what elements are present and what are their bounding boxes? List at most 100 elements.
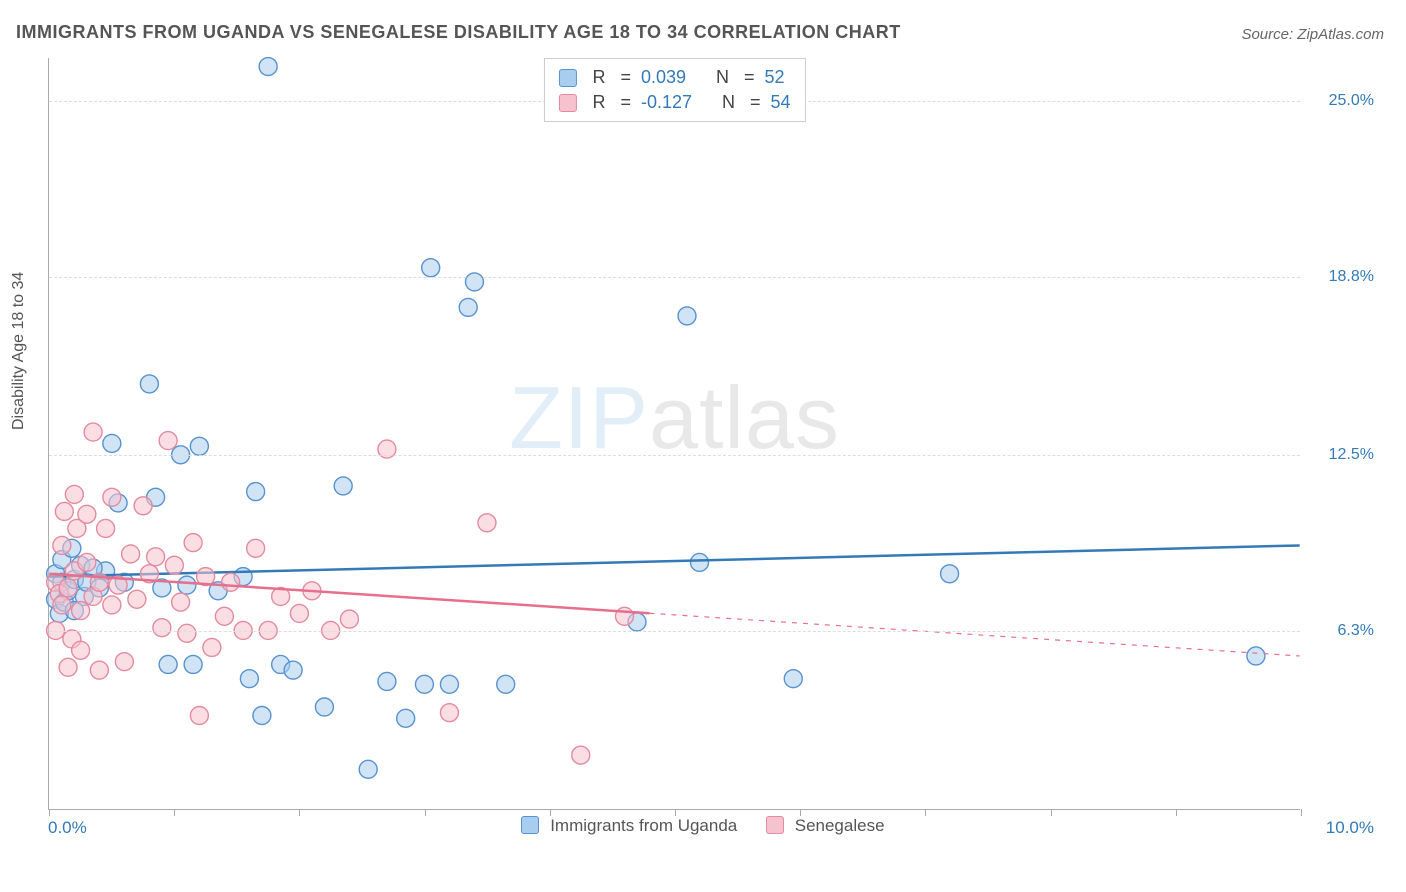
legend-item-1: Immigrants from Uganda (521, 816, 737, 836)
x-tick (1301, 809, 1302, 816)
scatter-point (72, 641, 90, 659)
y-axis-label: Disability Age 18 to 34 (10, 272, 28, 430)
x-tick (425, 809, 426, 816)
scatter-point (253, 706, 271, 724)
scatter-point (84, 423, 102, 441)
scatter-point (53, 536, 71, 554)
scatter-point (178, 576, 196, 594)
legend-label-1: Immigrants from Uganda (550, 816, 737, 835)
scatter-point (240, 670, 258, 688)
scatter-point (159, 655, 177, 673)
scatter-point (247, 539, 265, 557)
scatter-point (172, 593, 190, 611)
scatter-point (422, 259, 440, 277)
scatter-point (190, 706, 208, 724)
r-label: R (592, 67, 610, 88)
scatter-point (284, 661, 302, 679)
scatter-point (140, 375, 158, 393)
scatter-svg (49, 58, 1300, 809)
y-tick-label: 25.0% (1329, 92, 1374, 110)
scatter-point (184, 655, 202, 673)
scatter-point (397, 709, 415, 727)
scatter-point (122, 545, 140, 563)
scatter-point (103, 596, 121, 614)
scatter-point (103, 434, 121, 452)
scatter-point (359, 760, 377, 778)
trend-line (49, 545, 1299, 576)
scatter-point (203, 638, 221, 656)
scatter-point (497, 675, 515, 693)
stats-legend: R= 0.039 N= 52 R= -0.127 N= 54 (543, 58, 805, 122)
scatter-point (78, 505, 96, 523)
scatter-point (784, 670, 802, 688)
chart-title: IMMIGRANTS FROM UGANDA VS SENEGALESE DIS… (16, 22, 901, 43)
scatter-point (59, 579, 77, 597)
scatter-point (153, 619, 171, 637)
n-label: N (722, 92, 740, 113)
scatter-point (90, 661, 108, 679)
x-tick (49, 809, 50, 816)
scatter-point (55, 502, 73, 520)
scatter-point (65, 485, 83, 503)
scatter-point (290, 604, 308, 622)
scatter-point (72, 602, 90, 620)
n-value-2: 54 (771, 92, 791, 113)
scatter-point (159, 432, 177, 450)
legend-label-2: Senegalese (795, 816, 885, 835)
x-tick (800, 809, 801, 816)
scatter-point (415, 675, 433, 693)
gridline (49, 631, 1300, 632)
scatter-point (59, 658, 77, 676)
n-value-1: 52 (765, 67, 785, 88)
x-tick (675, 809, 676, 816)
stats-row-series-2: R= -0.127 N= 54 (558, 90, 790, 115)
scatter-point (1247, 647, 1265, 665)
chart-plot-area: ZIPatlas R= 0.039 N= 52 R= -0.127 N= 54 … (48, 58, 1300, 810)
y-tick-label: 18.8% (1329, 268, 1374, 286)
scatter-point (165, 556, 183, 574)
scatter-point (215, 607, 233, 625)
scatter-point (134, 497, 152, 515)
scatter-point (334, 477, 352, 495)
scatter-point (478, 514, 496, 532)
scatter-point (78, 553, 96, 571)
scatter-point (97, 519, 115, 537)
x-tick (925, 809, 926, 816)
gridline (49, 455, 1300, 456)
r-value-1: 0.039 (641, 67, 686, 88)
source-attribution: Source: ZipAtlas.com (1241, 26, 1384, 43)
scatter-point (128, 590, 146, 608)
r-value-2: -0.127 (641, 92, 692, 113)
scatter-point (572, 746, 590, 764)
stats-swatch-1 (558, 69, 576, 87)
x-tick (550, 809, 551, 816)
scatter-point (691, 553, 709, 571)
scatter-point (178, 624, 196, 642)
scatter-point (440, 704, 458, 722)
gridline (49, 277, 1300, 278)
y-tick-label: 12.5% (1329, 446, 1374, 464)
r-label: R (592, 92, 610, 113)
scatter-point (115, 653, 133, 671)
scatter-point (459, 298, 477, 316)
legend-item-2: Senegalese (766, 816, 885, 836)
scatter-point (222, 573, 240, 591)
scatter-point (340, 610, 358, 628)
n-label: N (716, 67, 734, 88)
trend-line-extrapolated (649, 613, 1299, 656)
x-tick (1176, 809, 1177, 816)
x-tick (1051, 809, 1052, 816)
scatter-point (184, 534, 202, 552)
legend-swatch-1 (521, 816, 539, 834)
scatter-point (259, 58, 277, 76)
y-tick-label: 6.3% (1338, 622, 1374, 640)
legend-swatch-2 (766, 816, 784, 834)
scatter-point (941, 565, 959, 583)
scatter-point (103, 488, 121, 506)
x-tick (174, 809, 175, 816)
scatter-point (190, 437, 208, 455)
scatter-point (247, 483, 265, 501)
stats-row-series-1: R= 0.039 N= 52 (558, 65, 790, 90)
scatter-point (440, 675, 458, 693)
scatter-point (147, 548, 165, 566)
